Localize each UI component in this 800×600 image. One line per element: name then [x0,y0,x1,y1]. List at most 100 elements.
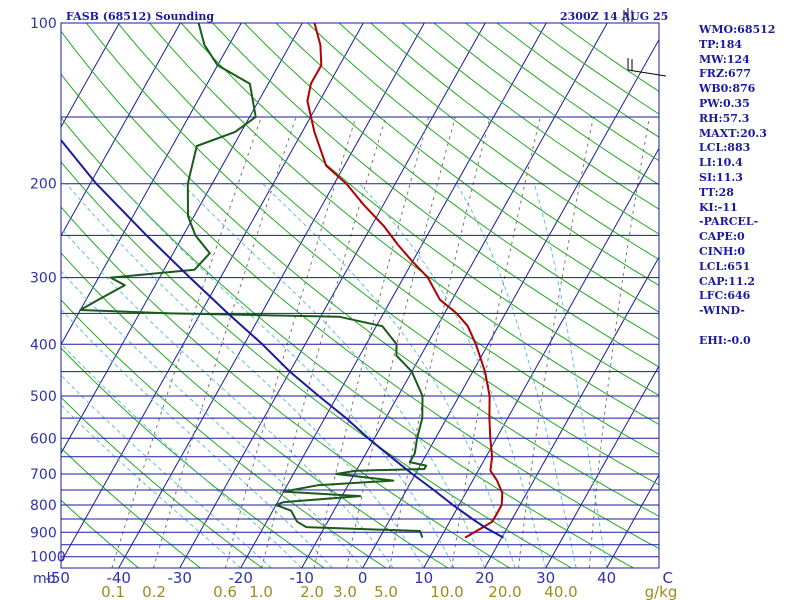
temperature-tick-label: -50 [45,569,70,587]
isotherm-line [240,23,547,568]
index-item: LFC:646 [699,289,751,303]
index-item: LCL:883 [699,141,751,155]
isotherm-line [606,473,659,568]
moist-adiabat-line [262,183,516,568]
dry-adiabat-line [61,447,201,568]
index-item: CAPE:0 [699,230,745,244]
mixing-ratio-label: 10.0 [430,583,463,600]
dry-adiabat-line [61,499,139,568]
pressure-tick-label: 700 [30,467,57,483]
index-item: TT:28 [699,185,734,199]
pressure-unit-label: mb [33,571,56,587]
index-item: KI:-11 [699,200,738,214]
temperature-tick-label: 0 [358,569,368,587]
indices-spacer [699,319,799,334]
temperature-tick-label: 20 [475,569,494,587]
isotherm-line [362,38,659,568]
mixing-ratio-label: 0.6 [213,583,237,600]
dry-adiabat-line [61,73,659,550]
temperature-tick-label: 40 [597,569,616,587]
dry-adiabat-line [61,299,387,568]
index-item: RH:57.3 [699,111,750,125]
index-item: SI:11.3 [699,170,743,184]
index-item: CINH:0 [699,244,746,258]
isotherm-line [61,23,364,564]
isotherm-line [61,23,120,128]
dry-adiabat-line [338,23,659,261]
index-item: PW:0.35 [699,96,750,110]
temperature-tick-label: -40 [106,569,131,587]
index-item: -PARCEL- [699,215,759,229]
index-item: FRZ:677 [699,67,752,81]
mixing-ratio-label: 40.0 [544,583,577,600]
moist-adiabat-line [533,183,608,568]
moist-adiabat-line [455,183,577,568]
mixing-ratio-label: 3.0 [333,583,357,600]
index-item: -WIND- [699,304,745,318]
pressure-tick-label: 900 [30,525,57,541]
dry-adiabat-line [61,396,263,568]
index-item: LI:10.4 [699,156,743,170]
isotherm-line [61,23,181,237]
mixing-ratio-label: g/kg [645,583,678,600]
dry-adiabat-line [61,161,572,568]
temperature-tick-label: -10 [289,569,314,587]
dry-adiabat-line [61,206,511,568]
isotherm-line [61,23,242,346]
isotherm-line [484,256,659,568]
moist-adiabat-line [61,374,272,568]
isotherm-line [61,23,303,455]
wind-barbs [623,8,667,77]
chart-timestamp: 2300Z 14 AUG 25 [560,10,669,23]
dry-adiabat-line [212,23,659,368]
pressure-tick-label: 300 [30,271,57,287]
wind-barb-shaft [627,69,667,77]
temperature-tick-label: -30 [167,569,192,587]
pressure-tick-label: 800 [30,498,57,514]
indices-list: WMO:68512 TP:184 MW:124 FRZ:677 WB0:876 PW:0.… [699,23,799,319]
dry-adiabat-line [149,23,659,426]
index-item: MAXT:20.3 [699,126,767,140]
dry-adiabat-line [180,23,659,396]
pressure-tick-label: 100 [30,16,57,32]
temperature-tick-label: C [662,569,672,587]
index-item: MW:124 [699,52,750,66]
dry-adiabat-line [307,23,659,287]
index-item: TP:184 [699,37,743,51]
temperature-tick-label: 10 [414,569,433,587]
moist-adiabat-line [61,342,303,568]
mixing-ratio-label: 20.0 [488,583,521,600]
dewpoint-profile [79,23,428,538]
mixing-ratio-label: 5.0 [374,583,398,600]
index-ehi: EHI:-0.0 [699,333,751,347]
pressure-tick-label: 200 [30,177,57,193]
moist-adiabat-line [61,227,394,568]
grid-layer [61,23,659,568]
index-item: LCL:651 [699,259,751,273]
temperature-tick-label: 30 [536,569,555,587]
chart-title: FASB (68512) Sounding [66,10,215,23]
dry-adiabat-line [243,23,659,340]
index-item: CAP:11.2 [699,274,756,288]
isotherm-line [179,23,486,568]
profile-layer [61,23,504,539]
dry-adiabat-line [61,116,634,568]
pressure-tick-label: 1000 [30,550,66,566]
isotherm-line [545,364,659,568]
isotherm-line [423,147,659,568]
mixing-ratio-label: 0.1 [101,583,125,600]
index-item: WMO:68512 [699,23,776,36]
index-item: WB0:876 [699,82,756,96]
pressure-tick-label: 400 [30,337,57,353]
pressure-tick-label: 500 [30,389,57,405]
moist-adiabat-line [61,404,242,568]
temperature-tick-label: -20 [228,569,253,587]
mixing-ratio-label: 0.2 [142,583,166,600]
dry-adiabat-line [61,347,325,568]
dry-adiabat-line [85,23,659,486]
dry-adiabat-line [61,30,659,517]
indices-panel: WMO:68512 TP:184 MW:124 FRZ:677 WB0:876 PW:0.… [699,23,799,349]
